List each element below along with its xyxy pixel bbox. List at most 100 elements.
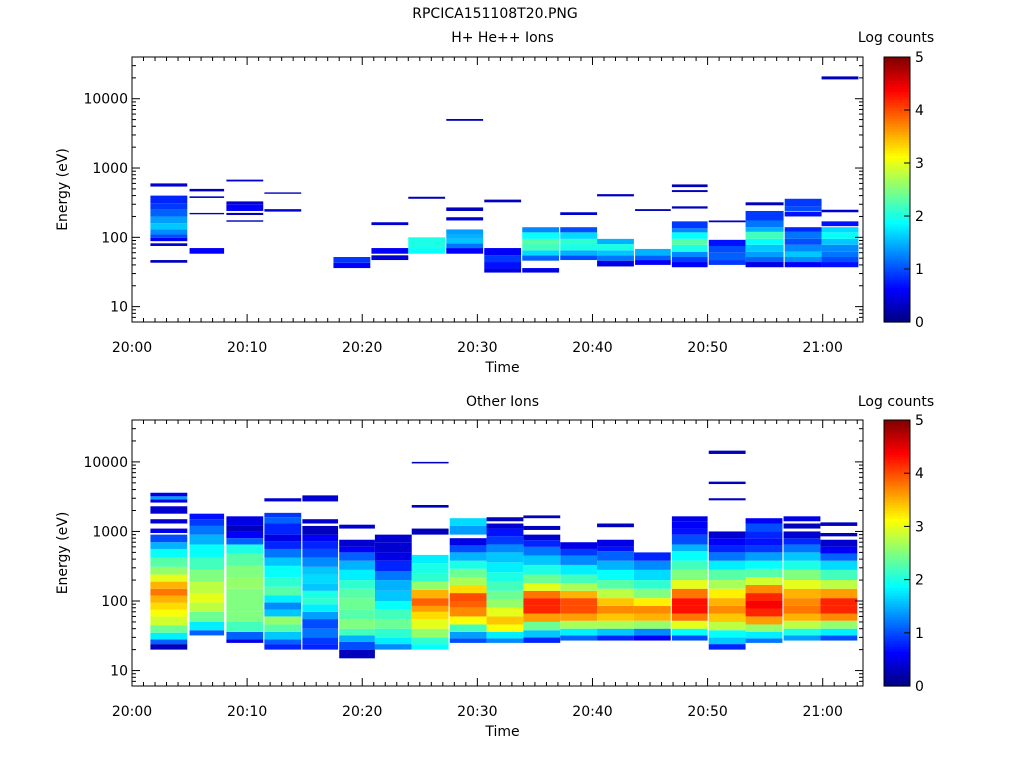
heatmap-cell [150, 625, 188, 633]
y-tick-label: 1000 [92, 524, 128, 540]
heatmap-cell [302, 590, 339, 599]
heatmap-cell [302, 548, 339, 558]
heatmap-cell [560, 628, 598, 636]
heatmap-cell [226, 631, 264, 640]
colorbar-segment [884, 308, 910, 312]
heatmap-cell [560, 564, 598, 575]
colorbar-segment [884, 622, 910, 626]
x-tick-label: 20:50 [687, 704, 727, 720]
heatmap-cell [408, 237, 446, 249]
heatmap-cell [783, 544, 821, 553]
heatmap-cell [339, 628, 375, 636]
heatmap-cell [150, 243, 188, 246]
colorbar-segment [884, 590, 910, 594]
heatmap-cell [150, 534, 188, 543]
colorbar-label: Log counts [858, 394, 934, 410]
heatmap-cell [339, 569, 375, 581]
heatmap-cell [523, 546, 561, 556]
heatmap-cell [560, 548, 598, 556]
colorbar-segment [884, 306, 910, 310]
heatmap-cell [226, 538, 264, 545]
heatmap-cell [339, 649, 375, 659]
heatmap-cell [339, 560, 375, 570]
heatmap-cell [783, 569, 821, 581]
colorbar-segment [884, 165, 910, 169]
heatmap-cell [708, 621, 746, 631]
heatmap-cell [745, 631, 783, 639]
heatmap-cell [523, 583, 561, 591]
colorbar-segment [884, 646, 910, 650]
colorbar-segment [884, 627, 910, 631]
heatmap-cell [189, 248, 225, 254]
heatmap-cell [449, 545, 487, 553]
colorbar-segment [884, 147, 910, 151]
heatmap-cell [264, 557, 302, 566]
heatmap-cell [523, 564, 561, 575]
heatmap-cell [783, 531, 821, 539]
heatmap-cell [302, 583, 339, 591]
colorbar-segment [884, 638, 910, 642]
heatmap-cell [783, 560, 821, 570]
heatmap-cell [633, 620, 671, 629]
heatmap-cell [708, 552, 746, 561]
heatmap-cell [264, 595, 302, 603]
colorbar-segment [884, 311, 910, 315]
heatmap-cell [446, 207, 484, 211]
heatmap-cell [522, 227, 560, 233]
heatmap-cell [264, 498, 302, 502]
heatmap-cell [745, 577, 783, 585]
colorbar-segment [884, 269, 910, 273]
heatmap-cell [333, 262, 371, 269]
heatmap-cell [449, 560, 487, 569]
heatmap-cell [226, 621, 264, 632]
heatmap-cell [302, 557, 339, 567]
heatmap-cell [264, 517, 302, 524]
heatmap-cell [671, 251, 708, 258]
colorbar-segment [884, 234, 910, 238]
heatmap-cell [302, 574, 339, 584]
colorbar-segment [884, 128, 910, 132]
colorbar-segment [884, 125, 910, 130]
heatmap-cell [446, 118, 484, 121]
colorbar-segment [884, 462, 910, 466]
colorbar-segment [884, 475, 910, 480]
heatmap-cell [745, 624, 783, 632]
heatmap-cell [708, 498, 746, 501]
colorbar-segment [884, 178, 910, 183]
heatmap-cell [189, 513, 225, 520]
x-tick-label: 20:40 [572, 340, 612, 356]
heatmap-cell [560, 598, 598, 606]
colorbar-tick-label: 4 [915, 466, 924, 482]
heatmap-cell [302, 541, 339, 549]
colorbar-segment [884, 563, 910, 567]
colorbar-segment [884, 258, 910, 262]
colorbar-segment [884, 255, 910, 259]
colorbar-segment [884, 88, 910, 93]
heatmap-cell [560, 250, 598, 256]
heatmap-cell [226, 201, 264, 205]
heatmap-cell [150, 644, 188, 650]
colorbar-segment [884, 547, 910, 551]
heatmap-cell [597, 560, 634, 570]
heatmap-cell [189, 534, 225, 545]
colorbar-segment [884, 582, 910, 586]
heatmap-cell [820, 569, 858, 581]
heatmap-cell [264, 602, 302, 610]
colorbar-segment [884, 157, 910, 161]
heatmap-cell [339, 539, 375, 547]
heatmap-cell [264, 209, 302, 212]
heatmap-cell [189, 544, 225, 558]
colorbar-segment [884, 314, 910, 318]
heatmap-cell [374, 534, 412, 543]
colorbar-segment [884, 133, 910, 138]
colorbar-segment [884, 107, 910, 111]
colorbar-tick-label: 3 [915, 156, 924, 172]
heatmap-cell [597, 250, 634, 256]
heatmap-cell [783, 598, 821, 606]
heatmap-cell [150, 632, 188, 640]
colorbar-segment [884, 502, 910, 506]
colorbar-segment [884, 239, 910, 244]
colorbar-tick-label: 2 [915, 209, 924, 225]
heatmap-cell [226, 601, 264, 612]
